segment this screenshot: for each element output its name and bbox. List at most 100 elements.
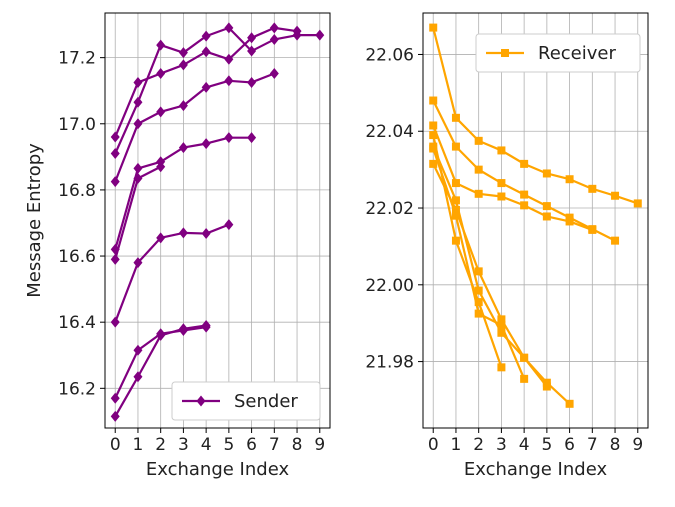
receiver-data-point: [451, 196, 460, 205]
receiver-data-point: [542, 202, 551, 211]
sender-data-point: [133, 76, 143, 88]
sender-data-point: [133, 162, 143, 174]
x-tick-label: 5: [541, 435, 552, 455]
receiver-data-point: [520, 201, 529, 210]
x-tick-label: 6: [246, 435, 257, 455]
sender-data-point: [201, 30, 211, 42]
sender-panel: 0 1 2 3 4 5 6 7 8 9 16.2 16.4 16.6 16.8 17.0 17.2 Exchan…: [24, 12, 331, 480]
y-tick-label: 16.4: [58, 313, 96, 333]
sender-data-point: [224, 75, 234, 87]
receiver-data-point: [565, 175, 574, 184]
series-line: [114, 26, 320, 154]
receiver-data-point: [497, 363, 506, 372]
x-tick-label: 6: [564, 435, 575, 455]
x-tick-label: 8: [292, 435, 303, 455]
sender-data-point: [269, 68, 279, 80]
receiver-data-point: [497, 321, 506, 330]
y-tick-label: 21.98: [365, 353, 414, 373]
receiver-data-point: [474, 165, 483, 174]
legend-label: Sender: [234, 391, 298, 412]
sender-data-point: [178, 47, 188, 59]
legend-marker-diamond: [196, 395, 206, 407]
receiver-data-point: [451, 205, 460, 214]
receiver-data-point: [588, 184, 597, 193]
x-tick-label: 0: [428, 435, 439, 455]
receiver-data-point: [429, 121, 438, 130]
sender-data-point: [110, 392, 120, 404]
receiver-data-point: [474, 309, 483, 318]
receiver-data-point: [520, 190, 529, 199]
x-axis-label: Exchange Index: [464, 459, 608, 480]
sender-data-point: [110, 131, 120, 143]
receiver-data-point: [474, 267, 483, 276]
x-tick-label: 7: [269, 435, 280, 455]
receiver-data-point: [429, 159, 438, 168]
sender-data-point: [156, 68, 166, 80]
y-tick-label: 22.00: [365, 276, 414, 296]
legend-box: [475, 33, 641, 73]
sender-data-point: [315, 29, 325, 41]
series-line: [114, 223, 230, 323]
sender-data-point: [224, 219, 234, 231]
sender-data-point: [110, 253, 120, 265]
x-tick-label: 0: [110, 435, 121, 455]
sender-data-point: [201, 228, 211, 240]
sender-data-point: [156, 39, 166, 51]
receiver-data-point: [565, 399, 574, 408]
receiver-data-point: [497, 328, 506, 337]
receiver-data-point: [542, 382, 551, 391]
y-axis-label: Message Entropy: [24, 143, 45, 298]
sender-data-point: [247, 45, 257, 57]
sender-data-point: [178, 59, 188, 71]
receiver-data-point: [497, 146, 506, 155]
sender-data-point: [110, 243, 120, 255]
sender-data-point: [292, 25, 302, 37]
x-tick-label: 4: [201, 435, 212, 455]
sender-data-point: [247, 32, 257, 44]
receiver-data-point: [451, 179, 460, 188]
receiver-data-point: [542, 169, 551, 178]
y-tick-label: 16.2: [58, 379, 96, 399]
receiver-data-point: [520, 159, 529, 168]
sender-data-point: [133, 344, 143, 356]
sender-data-point: [156, 106, 166, 118]
sender-data-point: [156, 156, 166, 168]
sender-data-point: [201, 321, 211, 333]
x-tick-label: 5: [223, 435, 234, 455]
sender-data-point: [133, 118, 143, 130]
sender-data-point: [247, 76, 257, 88]
legend-marker-square: [501, 49, 509, 57]
receiver-data-point: [429, 144, 438, 153]
receiver-data-point: [451, 236, 460, 245]
x-axis-label: Exchange Index: [146, 459, 290, 480]
sender-data-point: [178, 100, 188, 112]
sender-data-point: [178, 142, 188, 154]
x-tick-label: 2: [473, 435, 484, 455]
sender-data-point: [269, 33, 279, 45]
x-tick-label: 3: [178, 435, 189, 455]
sender-data-point: [110, 316, 120, 328]
sender-data-point: [247, 132, 257, 144]
receiver-data-point: [611, 236, 620, 245]
legend: Sender: [171, 381, 321, 421]
y-tick-label: 16.8: [58, 181, 96, 201]
sender-data-point: [110, 410, 120, 422]
sender-data-point: [133, 257, 143, 269]
sender-data-point: [156, 232, 166, 244]
y-tick-label: 16.6: [58, 247, 96, 267]
y-tick-label: 22.04: [365, 122, 414, 142]
receiver-data-point: [497, 192, 506, 201]
sender-data-point: [110, 176, 120, 188]
receiver-data-point: [497, 315, 506, 324]
sender-data-point: [201, 81, 211, 93]
y-tick-label: 17.2: [58, 49, 96, 69]
receiver-data-point: [474, 286, 483, 295]
plot-frame: [422, 12, 649, 429]
receiver-data-point: [474, 189, 483, 198]
legend: Receiver: [475, 33, 641, 73]
receiver-data-point: [611, 191, 620, 200]
receiver-data-point: [588, 225, 597, 234]
x-tick-label: 9: [314, 435, 325, 455]
legend-box: [171, 381, 321, 421]
